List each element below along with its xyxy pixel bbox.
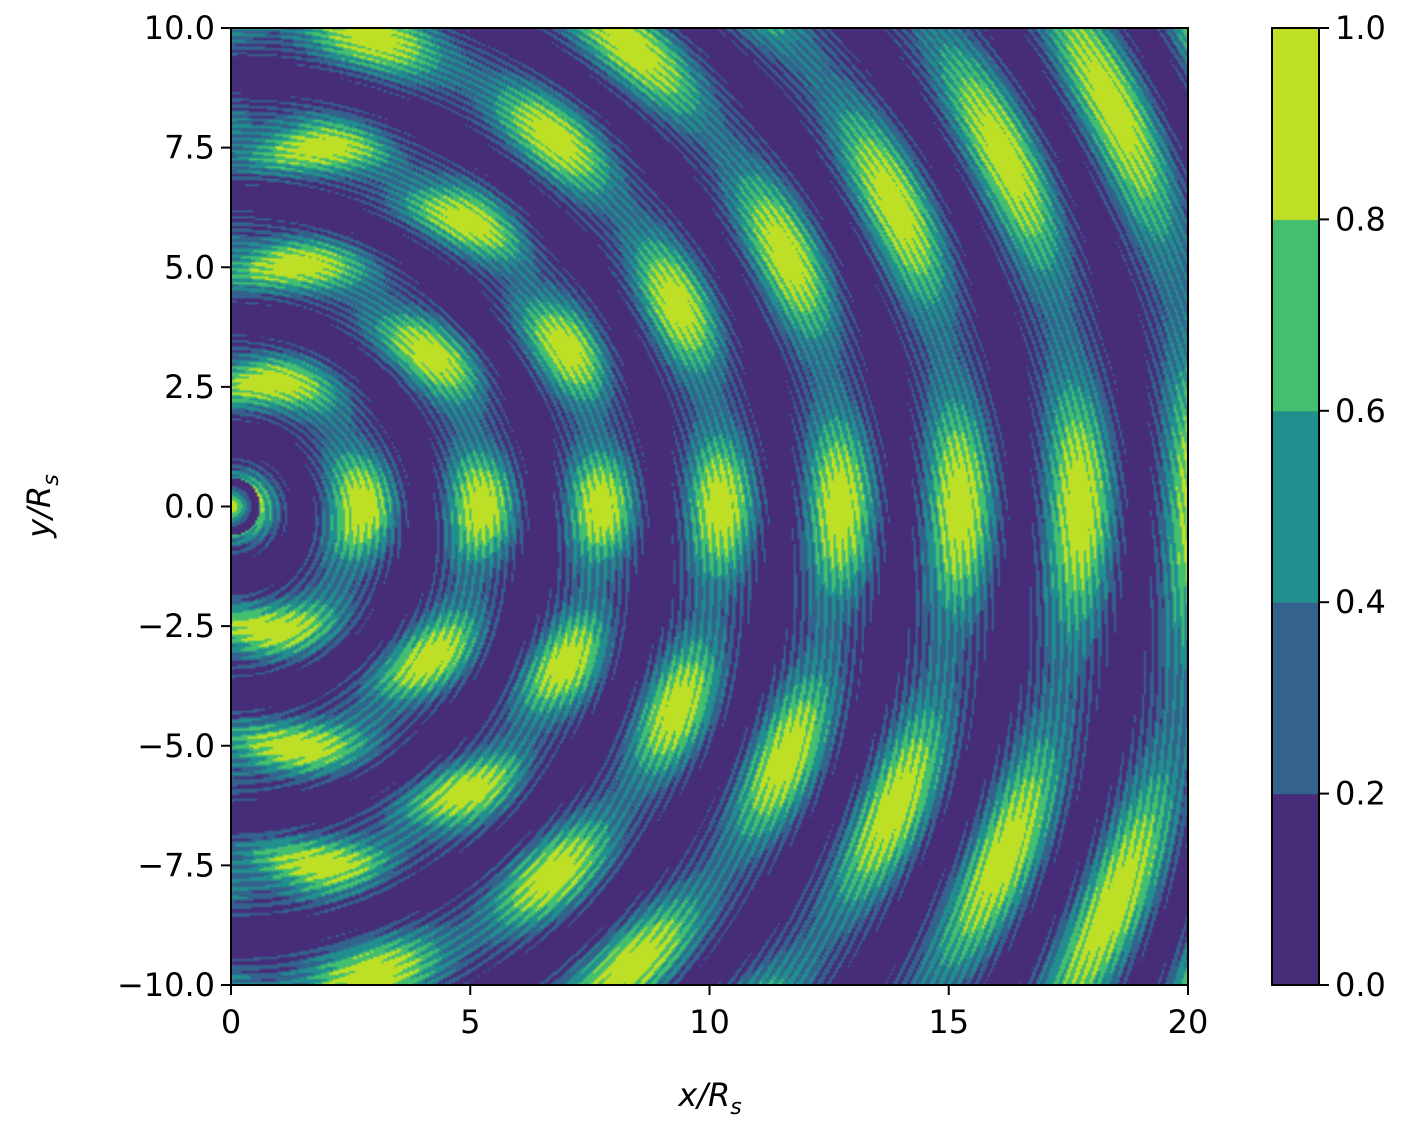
colorbar-tick-label: 0.6: [1335, 392, 1386, 430]
colorbar-segment: [1272, 219, 1319, 412]
colorbar: 0.0 0.2 0.4 0.6 0.8 1.0: [1271, 9, 1386, 1004]
x-tick-label: 5: [460, 1003, 480, 1041]
x-axis-label: x/Rs: [677, 1076, 741, 1120]
plot-area: [230, 27, 1189, 986]
y-axis-label: y/Rs: [20, 474, 64, 538]
y-tick-label: 0.0: [164, 488, 215, 526]
y-tick-label: −5.0: [137, 727, 215, 765]
colorbar-tick-label: 0.2: [1335, 775, 1386, 813]
colorbar-segment: [1272, 602, 1319, 795]
x-tick-label: 20: [1168, 1003, 1209, 1041]
y-tick-label: 7.5: [164, 129, 215, 167]
colorbar-segment: [1272, 28, 1319, 220]
y-tick-label: 10.0: [144, 9, 215, 47]
colorbar-tick-label: 0.8: [1335, 200, 1386, 238]
colorbar-segment: [1272, 410, 1319, 603]
colorbar-tick-label: 0.4: [1335, 583, 1386, 621]
colorbar-tick-label: 0.0: [1335, 966, 1386, 1004]
colorbar-tick-label: 1.0: [1335, 9, 1386, 47]
x-tick-label: 15: [928, 1003, 969, 1041]
y-tick-label: −10.0: [117, 966, 215, 1004]
y-tick-label: −7.5: [137, 846, 215, 884]
x-axis: 0 5 10 15 20: [221, 985, 1209, 1041]
y-tick-label: 2.5: [164, 368, 215, 406]
y-tick-label: 5.0: [164, 248, 215, 286]
x-tick-label: 0: [221, 1003, 241, 1041]
x-tick-label: 10: [689, 1003, 730, 1041]
colorbar-frame: [1271, 27, 1320, 986]
y-tick-label: −2.5: [137, 607, 215, 645]
heatmap-field: [231, 28, 1188, 985]
y-axis: −10.0 −7.5 −5.0 −2.5 0.0 2.5 5.0 7.5 10.0: [117, 9, 231, 1004]
colorbar-segment: [1272, 793, 1319, 986]
